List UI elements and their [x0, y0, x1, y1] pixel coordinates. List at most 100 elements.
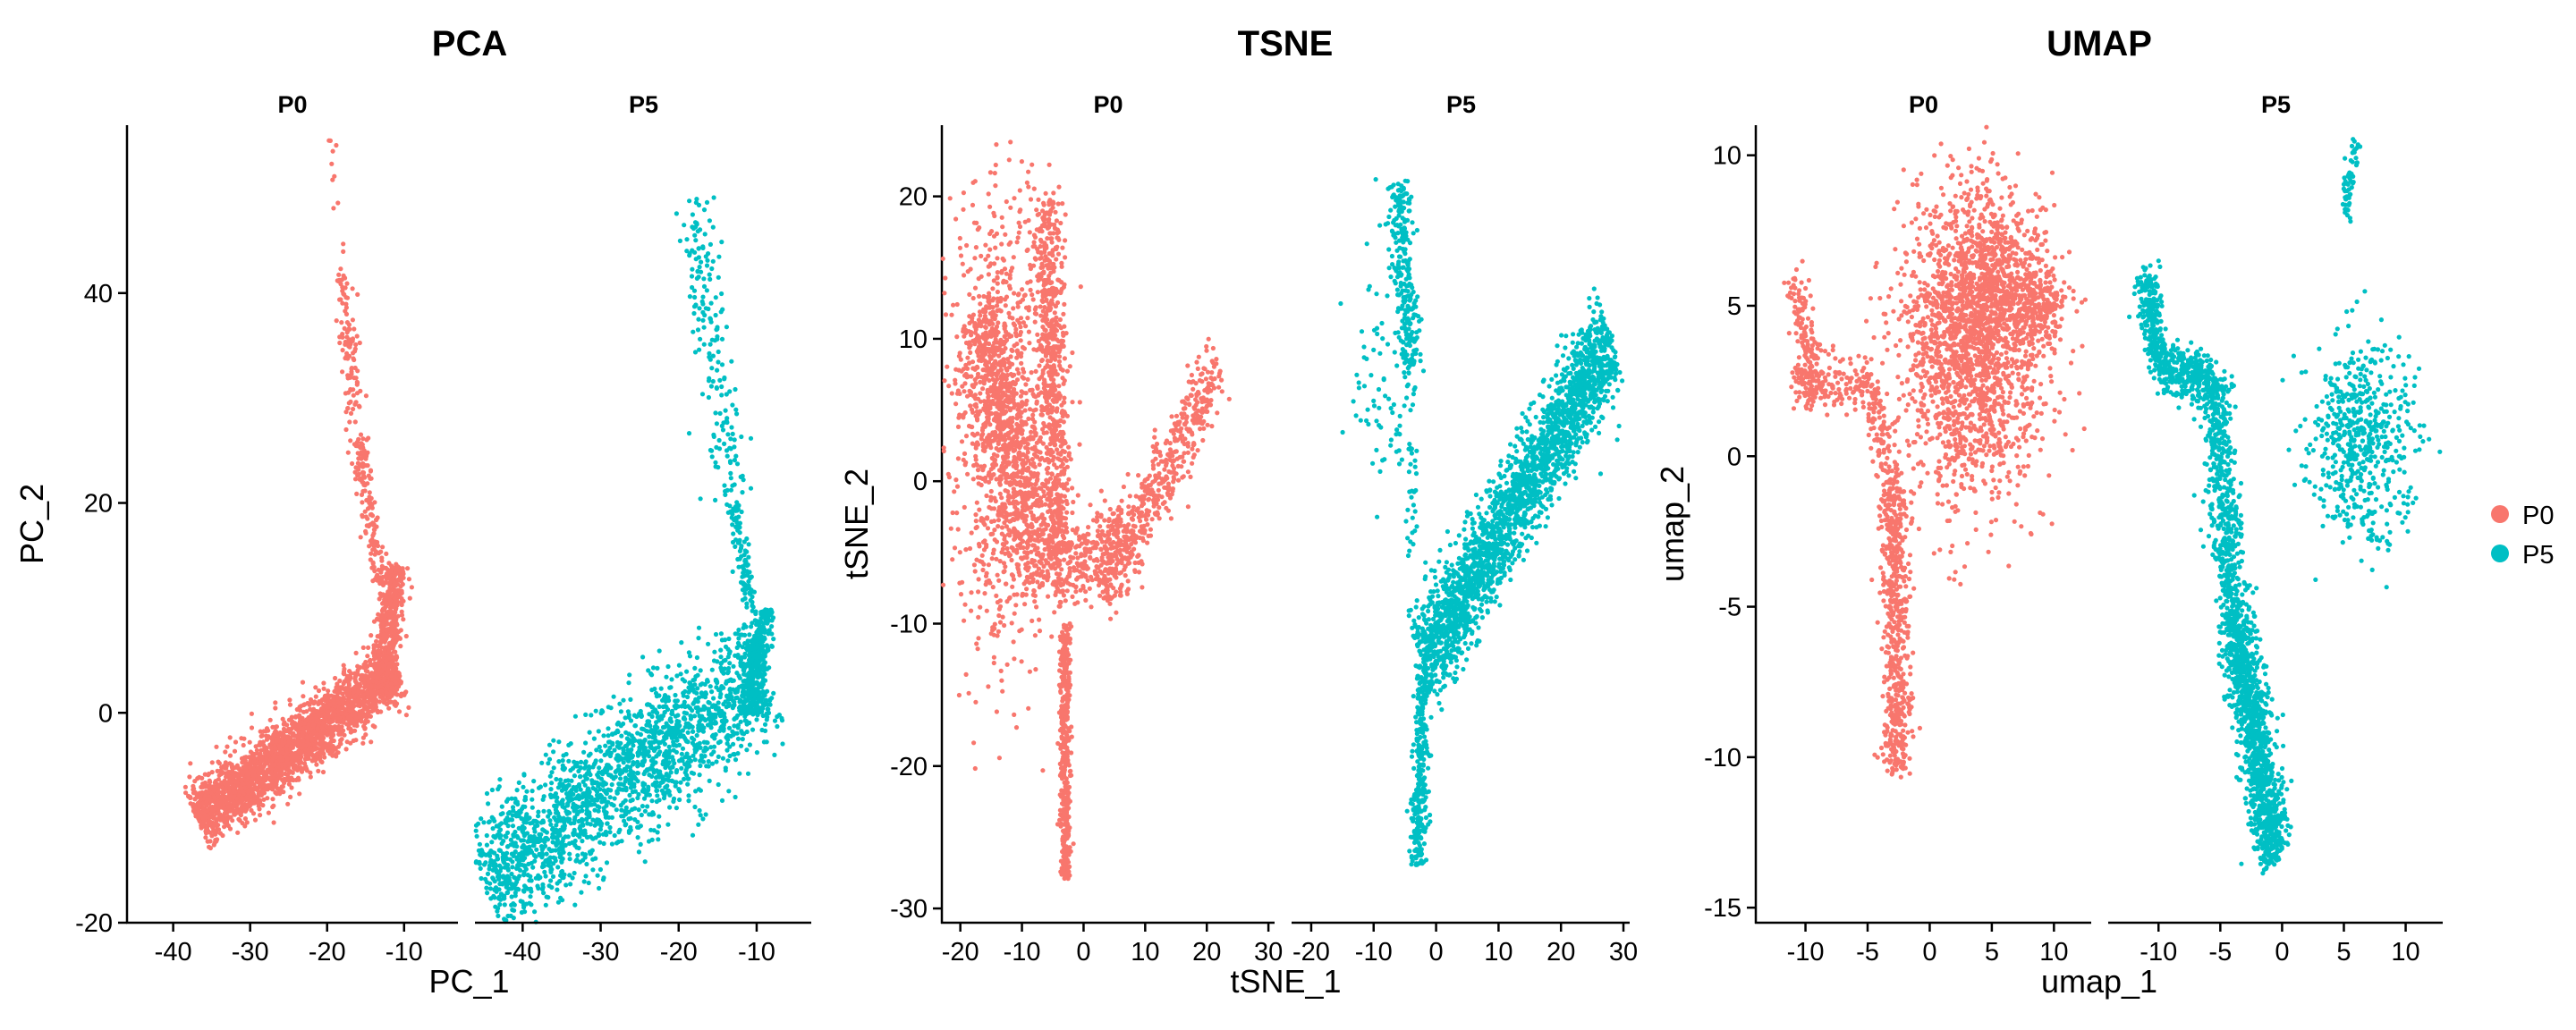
scatter-point	[708, 684, 713, 689]
scatter-point	[680, 728, 686, 733]
scatter-point	[621, 697, 626, 703]
scatter-point	[249, 725, 255, 730]
scatter-point	[247, 739, 252, 745]
scatter-point	[647, 754, 652, 759]
scatter-point	[352, 684, 358, 689]
scatter-point	[281, 722, 286, 727]
scatter-point	[330, 177, 335, 182]
scatter-point	[345, 450, 351, 455]
scatter-point	[693, 705, 699, 711]
scatter-point	[618, 709, 624, 714]
scatter-point	[636, 807, 641, 813]
scatter-point	[389, 603, 394, 608]
scatter-point	[267, 717, 273, 722]
scatter-point	[572, 820, 577, 826]
scatter-point	[222, 789, 227, 796]
scatter-point	[711, 749, 716, 755]
scatter-point	[596, 729, 601, 734]
scatter-point	[780, 741, 785, 747]
scatter-point	[686, 762, 691, 767]
scatter-point	[260, 771, 266, 776]
scatter-point	[726, 636, 732, 642]
scatter-point	[674, 768, 680, 773]
scatter-point	[335, 200, 341, 206]
scatter-point	[393, 596, 398, 602]
scatter-point	[557, 781, 563, 787]
scatter-point	[555, 881, 560, 886]
scatter-point	[568, 768, 573, 773]
scatter-point	[558, 895, 564, 901]
scatter-point	[607, 824, 613, 831]
scatter-point	[403, 713, 409, 718]
scatter-point	[540, 797, 546, 802]
scatter-point	[597, 866, 604, 873]
scatter-point	[346, 688, 352, 694]
scatter-point	[510, 859, 515, 865]
scatter-point	[216, 772, 222, 778]
scatter-point	[326, 696, 331, 701]
scatter-point	[259, 764, 265, 770]
scatter-point	[352, 357, 357, 363]
scatter-point	[696, 636, 701, 641]
scatter-point	[674, 722, 680, 727]
scatter-point	[697, 807, 702, 814]
scatter-point	[666, 744, 672, 750]
scatter-point	[352, 722, 357, 728]
scatter-point	[650, 665, 657, 671]
scatter-point	[361, 448, 367, 453]
scatter-point	[479, 816, 484, 822]
scatter-point	[376, 648, 381, 654]
scatter-point	[583, 874, 589, 879]
scatter-point	[551, 738, 556, 743]
scatter-point	[701, 739, 707, 745]
scatter-point	[344, 350, 350, 356]
scatter-point	[682, 776, 687, 782]
scatter-point	[498, 891, 504, 897]
scatter-point	[214, 801, 219, 806]
scatter-point	[597, 819, 603, 824]
scatter-point	[580, 857, 586, 863]
scatter-point	[366, 497, 371, 502]
scatter-point	[589, 781, 595, 786]
scatter-point	[352, 718, 358, 723]
scatter-point	[628, 697, 633, 703]
scatter-point	[362, 475, 368, 480]
scatter-point	[372, 577, 377, 582]
scatter-point	[260, 739, 266, 745]
scatter-point	[406, 705, 411, 711]
scatter-point	[627, 672, 632, 678]
scatter-point	[394, 692, 400, 697]
scatter-point	[368, 468, 374, 473]
scatter-point	[239, 736, 244, 741]
scatter-point	[496, 823, 501, 829]
scatter-point	[283, 764, 288, 769]
scatter-point	[685, 704, 691, 709]
scatter-point	[601, 875, 606, 881]
scatter-point	[477, 859, 482, 865]
scatter-point	[297, 707, 302, 713]
scatter-point	[598, 758, 604, 764]
scatter-point	[674, 749, 680, 755]
scatter-point	[208, 845, 213, 851]
scatter-point	[315, 725, 320, 730]
scatter-point	[197, 803, 202, 808]
scatter-point	[659, 730, 665, 735]
scatter-point	[617, 701, 623, 706]
scatter-point	[304, 725, 309, 730]
scatter-point	[542, 869, 547, 875]
scatter-point	[285, 801, 291, 806]
scatter-point	[657, 769, 663, 774]
scatter-point	[718, 654, 724, 660]
scatter-point	[771, 690, 776, 697]
scatter-point	[359, 688, 364, 694]
scatter-point	[629, 784, 634, 789]
scatter-point	[516, 780, 521, 786]
scatter-point	[673, 705, 679, 711]
scatter-point	[318, 749, 323, 756]
scatter-point	[707, 700, 712, 705]
scatter-point	[700, 759, 707, 764]
scatter-point	[222, 819, 227, 825]
scatter-point	[779, 718, 785, 723]
scatter-point	[276, 775, 282, 781]
